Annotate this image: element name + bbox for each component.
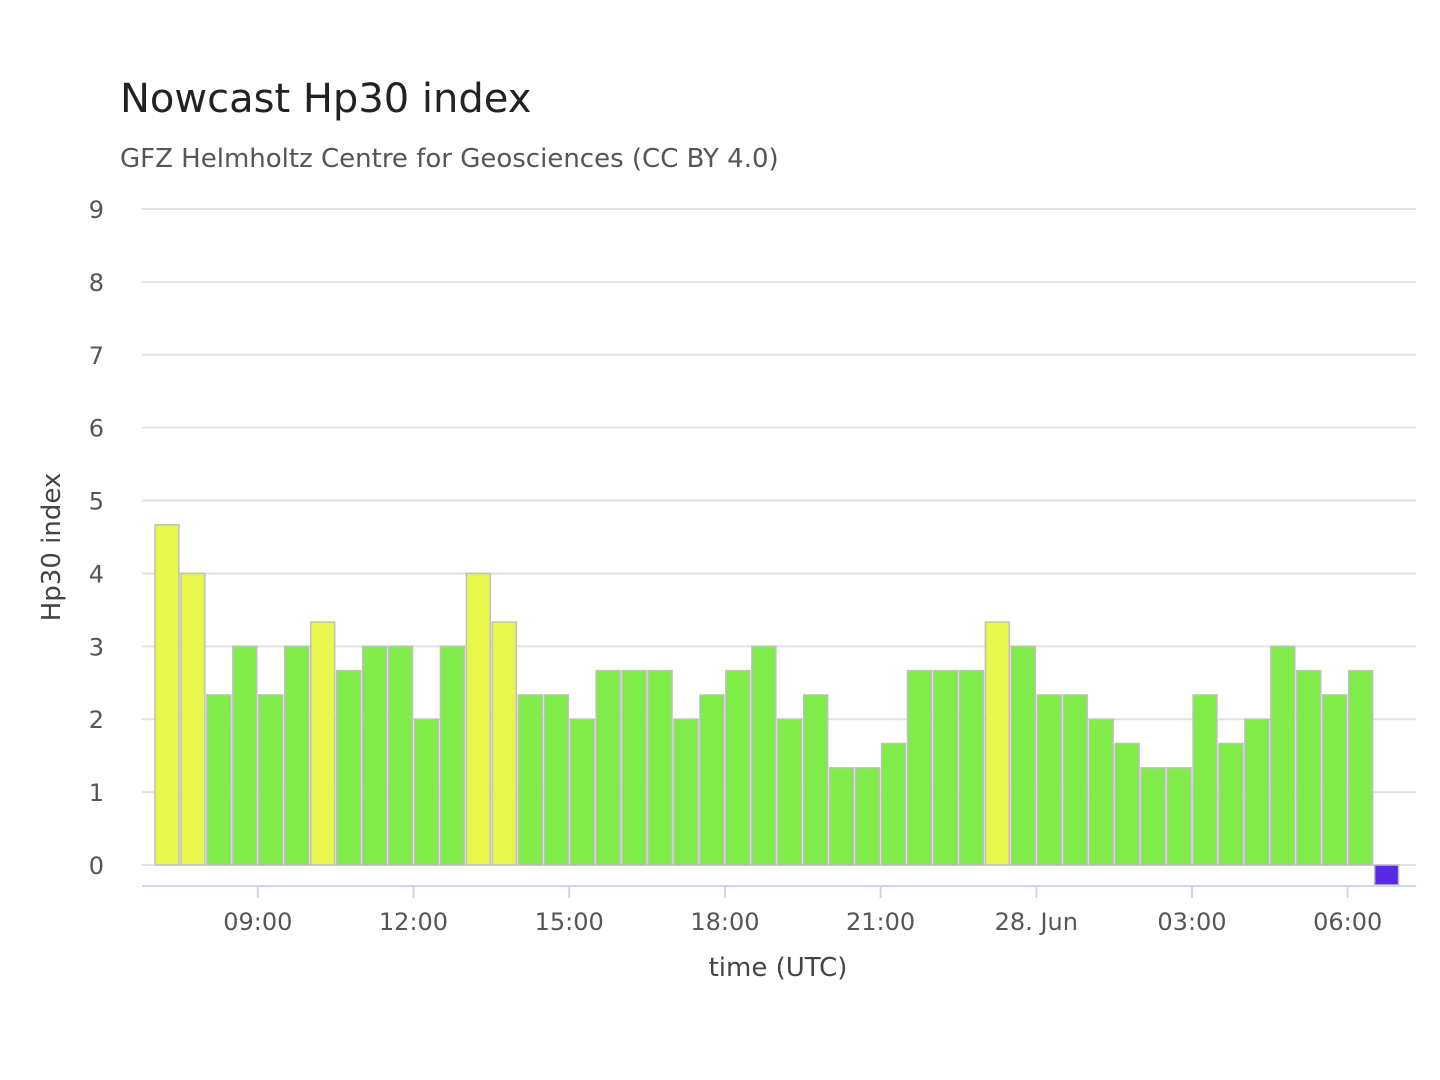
- bar[interactable]: [154, 524, 180, 866]
- bar[interactable]: [1062, 694, 1088, 866]
- bar[interactable]: [1244, 718, 1270, 866]
- bar[interactable]: [932, 669, 959, 866]
- bar[interactable]: [206, 694, 232, 866]
- bar[interactable]: [232, 645, 258, 866]
- x-axis: [142, 885, 1416, 898]
- chart-subtitle: GFZ Helmholtz Centre for Geosciences (CC…: [120, 144, 779, 174]
- bar[interactable]: [751, 645, 777, 866]
- bar[interactable]: [1166, 767, 1192, 866]
- y-tick-label: 2: [89, 706, 104, 734]
- x-tick-label: 03:00: [1157, 908, 1226, 936]
- x-tick-label: 06:00: [1313, 908, 1382, 936]
- bar[interactable]: [258, 694, 284, 866]
- chart-title: Nowcast Hp30 index: [120, 76, 532, 122]
- y-axis-title: Hp30 index: [37, 473, 67, 622]
- bar[interactable]: [1088, 718, 1114, 866]
- bar[interactable]: [439, 645, 466, 866]
- bar[interactable]: [777, 718, 803, 866]
- bar[interactable]: [673, 718, 699, 866]
- bar[interactable]: [1218, 742, 1244, 866]
- bar[interactable]: [465, 572, 492, 866]
- bar[interactable]: [595, 669, 621, 866]
- x-tick-label: 18:00: [690, 908, 759, 936]
- bar[interactable]: [284, 645, 310, 866]
- x-tick-label: 09:00: [223, 908, 292, 936]
- y-tick-label: 8: [89, 269, 104, 297]
- x-tick-label: 12:00: [379, 908, 448, 936]
- bar[interactable]: [1322, 694, 1348, 866]
- x-tick-label: 15:00: [535, 908, 604, 936]
- bars: [154, 524, 1400, 886]
- bar[interactable]: [621, 669, 647, 866]
- y-tick-label: 6: [89, 415, 104, 443]
- y-tick-label: 0: [89, 852, 104, 880]
- bar[interactable]: [906, 669, 933, 866]
- bar[interactable]: [309, 621, 336, 866]
- y-tick-label: 4: [89, 560, 104, 588]
- bar[interactable]: [413, 718, 440, 866]
- y-tick-label: 3: [89, 633, 104, 661]
- bar[interactable]: [1296, 669, 1322, 866]
- y-tick-label: 5: [89, 488, 104, 516]
- bar[interactable]: [361, 645, 388, 866]
- x-tick-label: 21:00: [846, 908, 915, 936]
- bar[interactable]: [854, 767, 881, 866]
- bar[interactable]: [880, 742, 907, 866]
- bar[interactable]: [1192, 694, 1218, 866]
- bar[interactable]: [543, 694, 569, 866]
- bar[interactable]: [1140, 767, 1166, 866]
- bar[interactable]: [569, 718, 595, 866]
- bar[interactable]: [1270, 645, 1296, 866]
- bar[interactable]: [725, 669, 751, 866]
- x-tick-labels: 09:00 12:00 15:00 18:00 21:00 28. Jun 03:00 06:…: [223, 908, 1382, 936]
- bar[interactable]: [1114, 742, 1140, 866]
- bar[interactable]: [984, 621, 1011, 866]
- bar[interactable]: [958, 669, 985, 866]
- bar[interactable]: [1010, 645, 1037, 866]
- bar[interactable]: [828, 767, 855, 866]
- y-tick-label: 7: [89, 342, 104, 370]
- bar[interactable]: [517, 694, 543, 866]
- bar[interactable]: [647, 669, 673, 866]
- y-tick-label: 1: [89, 779, 104, 807]
- bar[interactable]: [491, 621, 518, 866]
- bar[interactable]: [335, 669, 362, 866]
- bar[interactable]: [803, 694, 829, 866]
- bar[interactable]: [699, 694, 725, 866]
- x-tick-label: 28. Jun: [995, 908, 1078, 936]
- y-tick-labels: 0 1 2 3 4 5 6 7 8 9: [89, 196, 104, 880]
- bar[interactable]: [180, 572, 206, 866]
- bar[interactable]: [1036, 694, 1063, 866]
- bar[interactable]: [1373, 864, 1400, 886]
- x-axis-title: time (UTC): [709, 953, 848, 983]
- bar[interactable]: [387, 645, 414, 866]
- bar[interactable]: [1347, 669, 1374, 866]
- y-tick-label: 9: [89, 196, 104, 224]
